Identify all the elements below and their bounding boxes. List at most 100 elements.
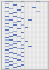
Bar — [5, 1, 9, 2]
Bar — [9, 48, 13, 49]
Bar — [44, 22, 48, 23]
Bar — [40, 13, 44, 14]
Bar — [28, 64, 32, 66]
Bar — [17, 1, 21, 2]
Bar — [21, 36, 24, 37]
Bar — [32, 29, 36, 31]
Bar — [24, 44, 28, 46]
Bar — [28, 22, 32, 23]
Bar — [21, 44, 24, 46]
Bar — [9, 12, 13, 13]
Bar — [1, 16, 5, 17]
Bar — [17, 62, 21, 63]
Bar — [36, 11, 40, 12]
Bar — [9, 6, 13, 7]
Bar — [13, 63, 17, 64]
Bar — [13, 7, 17, 8]
Bar — [32, 12, 36, 13]
Bar — [44, 43, 48, 44]
Bar — [24, 13, 28, 14]
Bar — [13, 39, 17, 41]
Bar — [5, 7, 9, 8]
Bar — [32, 63, 36, 64]
Bar — [21, 42, 24, 43]
Bar — [5, 33, 9, 34]
Bar — [5, 48, 9, 49]
Bar — [1, 6, 5, 7]
Bar — [24, 64, 28, 66]
Bar — [13, 31, 17, 32]
Bar — [13, 59, 17, 61]
Bar — [36, 51, 40, 52]
Bar — [28, 48, 32, 49]
Bar — [9, 62, 13, 63]
Bar — [40, 56, 44, 57]
Bar — [13, 44, 17, 46]
Bar — [36, 32, 40, 33]
Bar — [32, 44, 36, 46]
Bar — [36, 31, 40, 32]
Bar — [40, 7, 44, 8]
Bar — [9, 24, 13, 26]
Bar — [36, 16, 40, 17]
Bar — [44, 53, 48, 54]
Bar — [36, 3, 40, 4]
Bar — [44, 11, 48, 12]
Bar — [36, 49, 40, 51]
Bar — [40, 11, 44, 12]
Bar — [5, 23, 9, 24]
Bar — [32, 8, 36, 9]
Bar — [24, 46, 28, 47]
Bar — [21, 17, 24, 18]
Bar — [40, 61, 44, 62]
Bar — [40, 32, 44, 33]
Bar — [36, 63, 40, 64]
Bar — [21, 19, 24, 21]
Bar — [40, 58, 44, 59]
Bar — [5, 57, 9, 58]
Bar — [17, 57, 21, 58]
Bar — [9, 52, 13, 53]
Bar — [9, 43, 13, 44]
Bar — [44, 33, 48, 34]
Bar — [32, 19, 36, 21]
Bar — [13, 37, 17, 38]
Bar — [1, 67, 5, 68]
Bar — [21, 47, 24, 48]
Bar — [17, 13, 21, 14]
Bar — [1, 41, 5, 42]
Bar — [36, 57, 40, 58]
Bar — [36, 4, 40, 6]
Bar — [44, 61, 48, 62]
Bar — [13, 23, 17, 24]
Bar — [13, 17, 17, 18]
Bar — [44, 38, 48, 39]
Bar — [28, 6, 32, 7]
Bar — [32, 11, 36, 12]
Bar — [32, 39, 36, 41]
Bar — [24, 37, 28, 38]
Bar — [40, 6, 44, 7]
Bar — [44, 52, 48, 53]
Bar — [24, 21, 28, 22]
Bar — [32, 54, 36, 56]
Bar — [44, 39, 48, 41]
Bar — [24, 57, 28, 58]
Bar — [5, 53, 9, 54]
Bar — [32, 62, 36, 63]
Bar — [5, 3, 9, 4]
Bar — [24, 58, 28, 59]
Bar — [24, 34, 28, 36]
Bar — [21, 22, 24, 23]
Bar — [21, 14, 24, 16]
Bar — [28, 68, 32, 69]
Bar — [9, 21, 13, 22]
Bar — [40, 63, 44, 64]
Bar — [28, 54, 32, 56]
Bar — [40, 14, 44, 16]
Bar — [1, 57, 5, 58]
Bar — [36, 38, 40, 39]
Bar — [36, 67, 40, 68]
Bar — [9, 22, 13, 23]
Bar — [17, 67, 21, 68]
